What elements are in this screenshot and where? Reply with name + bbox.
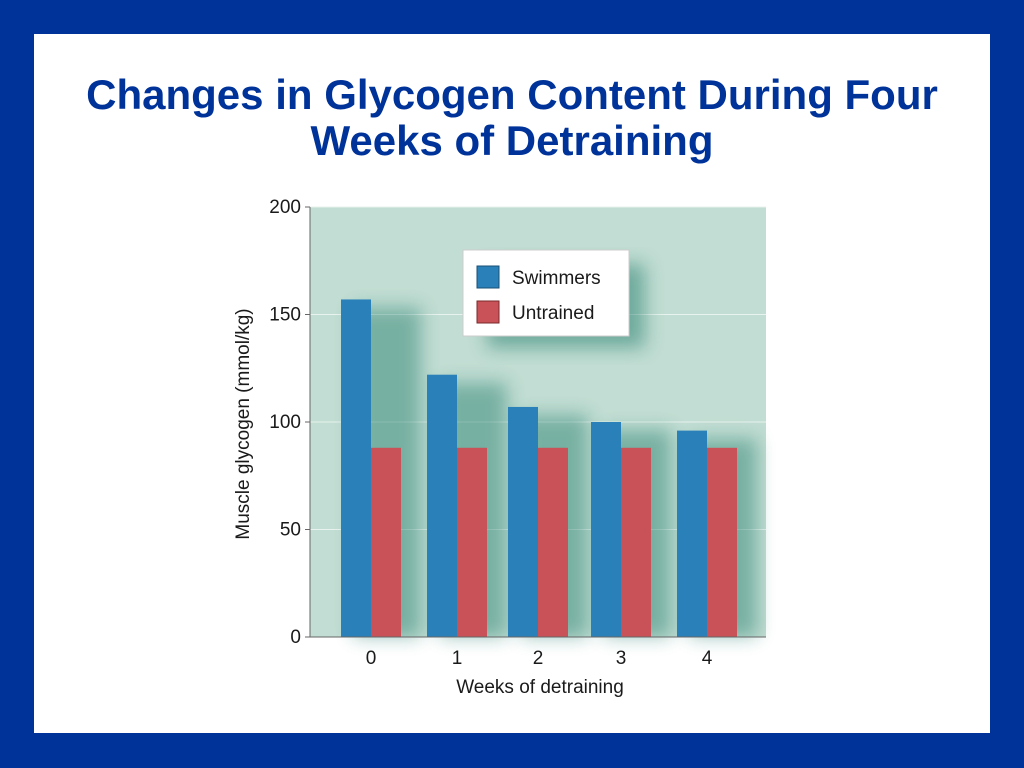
legend: Swimmers Untrained (462, 249, 645, 348)
bar-untrained (707, 447, 737, 637)
y-axis-label: Muscle glycogen (mmol/kg) (233, 308, 254, 539)
bar-swimmers (508, 406, 538, 637)
legend-swatch-swimmers (476, 265, 500, 289)
bar-untrained (621, 447, 651, 637)
x-tick-label: 1 (452, 648, 463, 669)
bar-swimmers (677, 430, 707, 637)
legend-label-swimmers: Swimmers (512, 268, 601, 289)
slide-title: Changes in Glycogen Content During Four … (34, 72, 990, 164)
x-tick-label: 3 (616, 648, 627, 669)
x-tick-label: 2 (533, 648, 544, 669)
bar-swimmers (591, 422, 621, 637)
bar-untrained (457, 447, 487, 637)
slide-title-line-1: Changes in Glycogen Content During Four (86, 71, 938, 118)
bar-swimmers (341, 299, 371, 637)
slide-title-line-2: Weeks of Detraining (310, 117, 714, 164)
y-tick-label: 200 (269, 197, 301, 218)
y-tick-label: 100 (269, 412, 301, 433)
legend-swatch-untrained (476, 300, 500, 324)
y-tick-labels: 0 50 100 150 200 (269, 197, 310, 648)
bar-untrained (538, 447, 568, 637)
x-axis-label: Weeks of detraining (456, 677, 624, 698)
slide: Changes in Glycogen Content During Four … (34, 34, 990, 733)
y-tick-label: 0 (290, 627, 301, 648)
x-tick-labels: 0 1 2 3 4 (366, 648, 713, 669)
glycogen-bar-chart: 0 50 100 150 200 0 1 2 3 4 Muscle glycogen (mmol… (233, 197, 766, 698)
bar-untrained (371, 447, 401, 637)
bars (341, 299, 737, 637)
y-tick-label: 50 (280, 520, 301, 541)
y-tick-label: 150 (269, 305, 301, 326)
x-tick-label: 0 (366, 648, 377, 669)
x-tick-label: 4 (702, 648, 713, 669)
bar-swimmers (427, 374, 457, 637)
legend-label-untrained: Untrained (512, 303, 594, 324)
